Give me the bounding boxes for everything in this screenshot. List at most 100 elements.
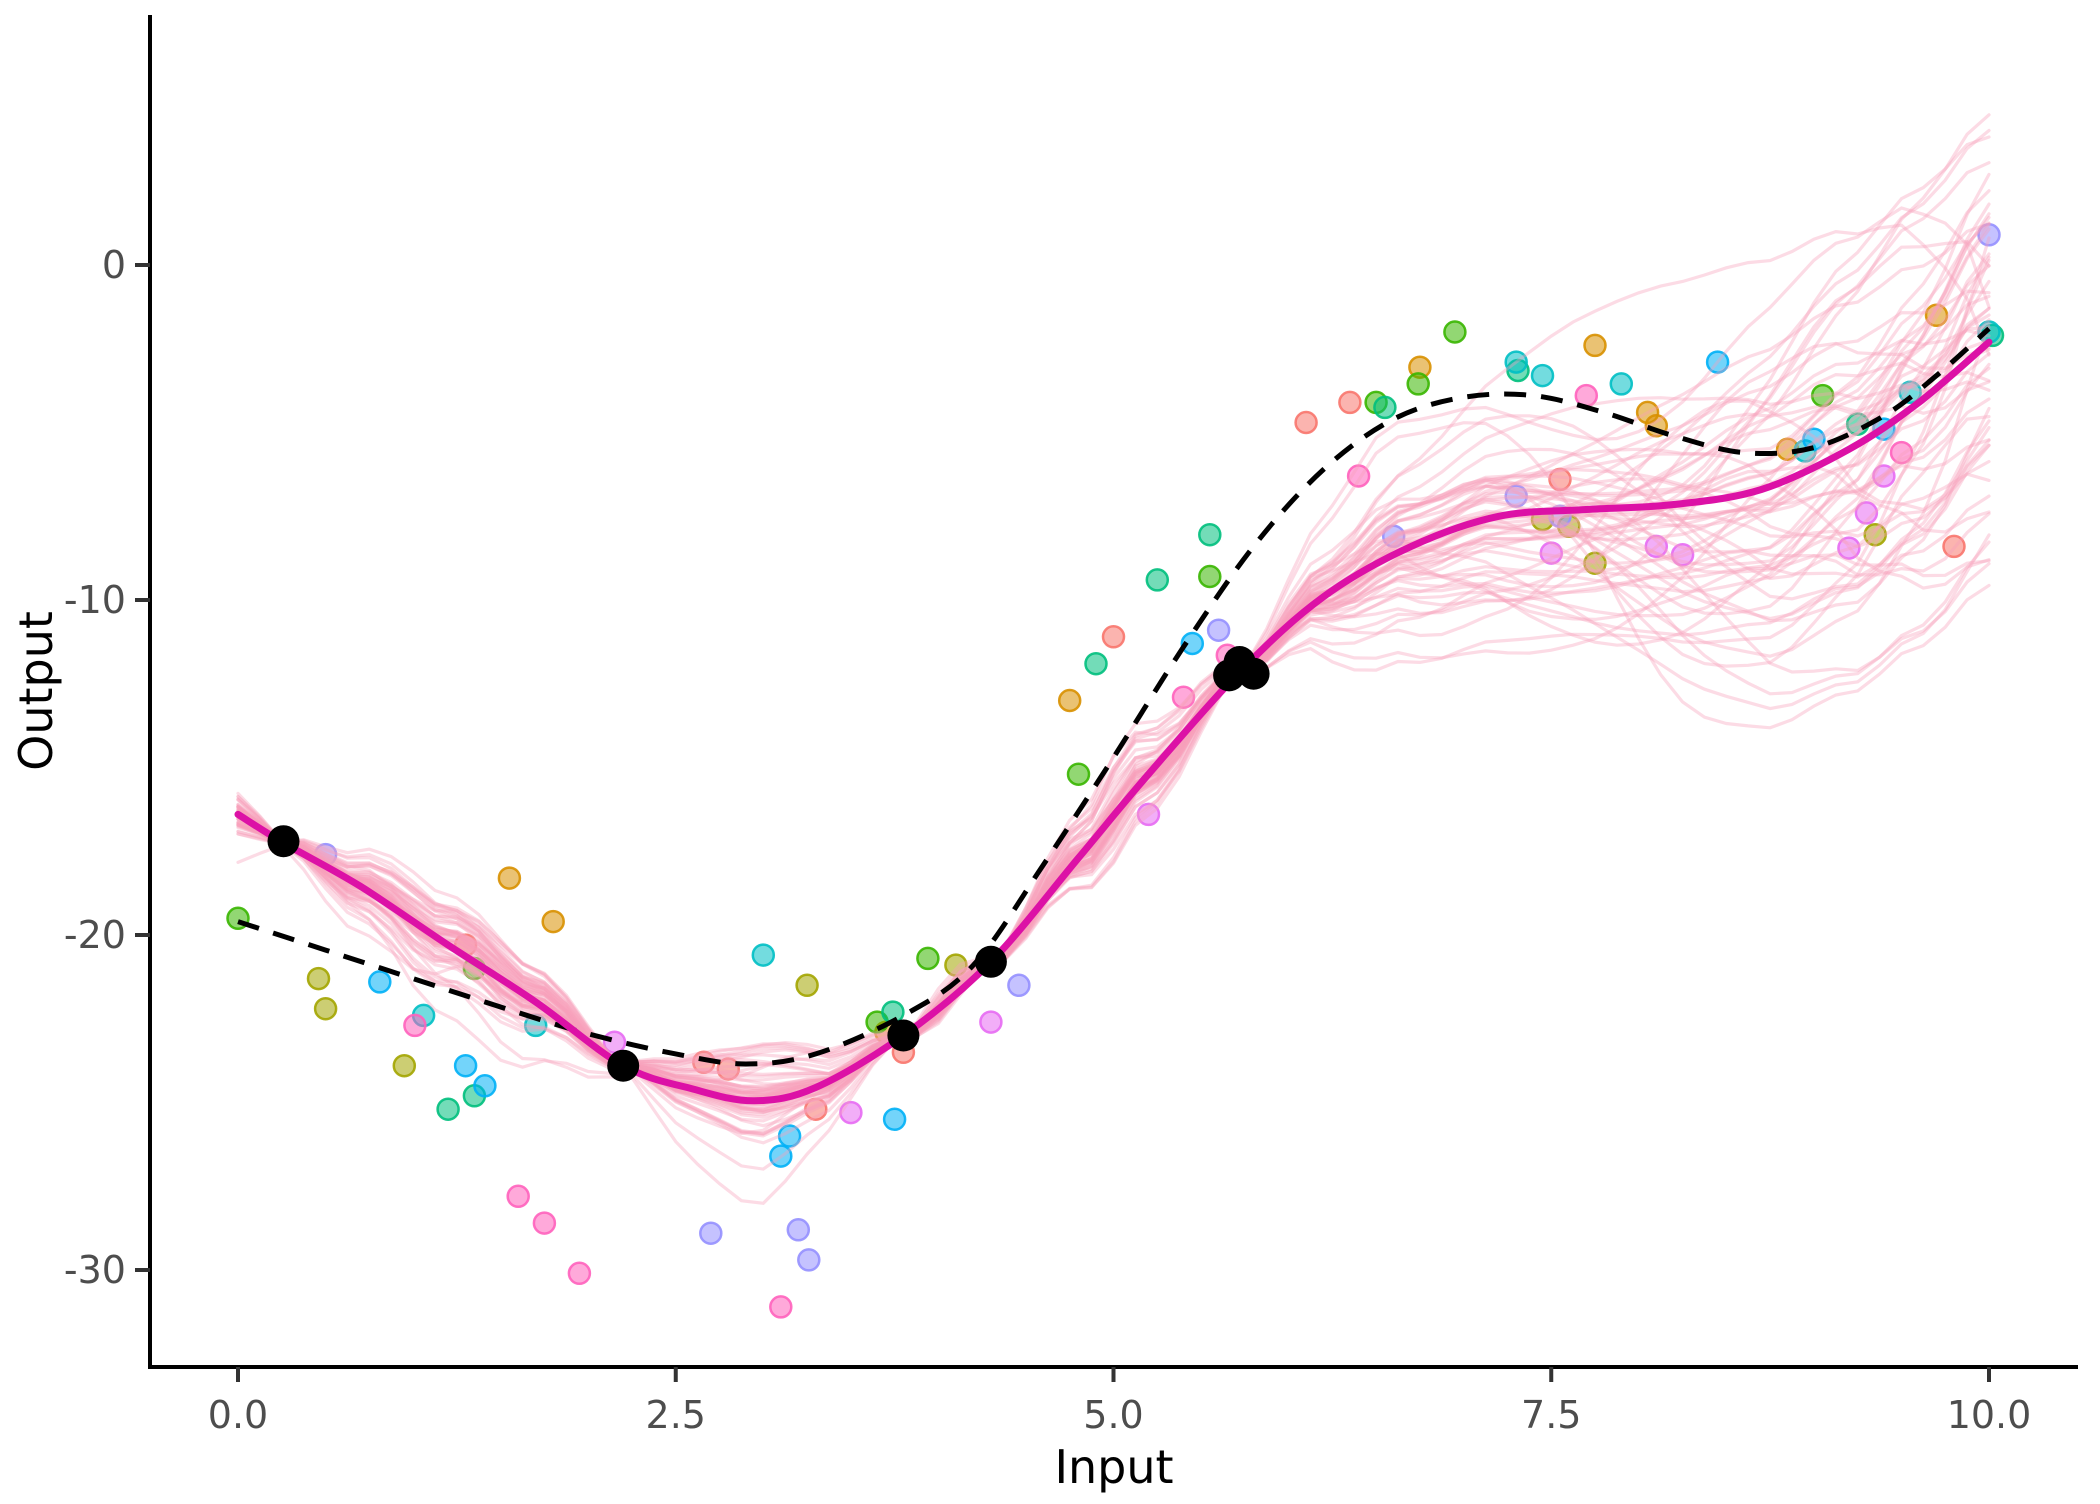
scatter-point-gold — [541, 909, 565, 934]
scatter-point-orchid — [1644, 534, 1669, 559]
posterior-sample-curve — [236, 509, 1991, 1077]
posterior-sample-curve — [236, 438, 1991, 1097]
y-tick-label: -30 — [64, 1248, 126, 1292]
observation-point — [887, 1019, 920, 1052]
scatter-point-periwinkle — [1007, 973, 1031, 998]
posterior-sample-curve — [236, 222, 1991, 1119]
scatter-point-blue — [453, 1053, 478, 1078]
x-tick-label: 5.0 — [1083, 1393, 1143, 1437]
posterior-sample-curve — [236, 255, 1991, 1078]
posterior-sample-curve — [236, 313, 1991, 1107]
scatter-point-periwinkle — [1206, 618, 1231, 642]
scatter-point-olive — [392, 1053, 417, 1078]
posterior-sample-curve — [236, 328, 1991, 1103]
observed-points-layer — [267, 646, 1270, 1082]
observation-point — [267, 825, 300, 858]
posterior-sample-curve — [236, 236, 1991, 1100]
scatter-point-pink — [567, 1261, 592, 1286]
posterior-sample-curve — [236, 443, 1991, 1095]
posterior-sample-curve — [236, 533, 1991, 1076]
x-tick-label: 2.5 — [646, 1393, 706, 1437]
scatter-point-periwinkle — [699, 1221, 723, 1245]
scatter-point-teal — [1609, 372, 1634, 396]
scatter-point-gold — [497, 866, 522, 890]
posterior-sample-curve — [236, 419, 1991, 1092]
scatter-point-green — [1198, 564, 1222, 589]
observation-point — [607, 1049, 640, 1082]
scatter-point-teal — [1530, 363, 1555, 388]
posterior-mean-curve — [234, 338, 1993, 1105]
scatter-point-periwinkle — [1381, 524, 1406, 549]
posterior-sample-curve — [236, 321, 1991, 1087]
scatter-point-pink — [1346, 464, 1371, 488]
scatter-point-orchid — [839, 1100, 863, 1125]
posterior-sample-curve — [236, 464, 1991, 1072]
posterior-sample-curve — [236, 452, 1991, 1101]
posterior-sample-curve — [236, 172, 1991, 1076]
scatter-point-olive — [1583, 551, 1607, 575]
scatter-point-orchid — [1854, 501, 1879, 525]
scatter-point-green — [916, 946, 940, 971]
scatter-point-pink — [769, 1295, 793, 1319]
posterior-sample-curve — [236, 206, 1991, 1205]
observation-point — [1237, 657, 1270, 690]
scatter-point-green — [1810, 383, 1835, 408]
posterior-sample-curve — [236, 512, 1991, 1069]
x-tick-label: 7.5 — [1521, 1393, 1581, 1437]
posterior-sample-curve — [236, 443, 1991, 1088]
posterior-sample-curve — [236, 221, 1991, 1145]
scatter-point-blue — [1705, 350, 1730, 374]
scatter-point-gold — [1583, 333, 1607, 358]
scatter-point-olive — [313, 996, 338, 1021]
scatter-point-periwinkle — [1977, 223, 2001, 247]
scatter-point-green — [1443, 320, 1467, 344]
scatter-point-emerald — [1084, 651, 1108, 676]
scatter-point-pink — [506, 1184, 530, 1209]
x-tick-label: 0.0 — [208, 1393, 268, 1437]
scatter-point-blue — [769, 1144, 793, 1168]
scatter-point-blue — [777, 1124, 802, 1148]
scatter-point-olive — [944, 953, 968, 977]
scatter-point-salmon — [1294, 410, 1318, 435]
y-tick-label: 0 — [102, 243, 126, 287]
scatter-point-orchid — [1872, 464, 1896, 488]
scatter-point-emerald — [436, 1097, 460, 1121]
scatter-point-salmon — [1942, 534, 1966, 559]
scatter-point-pink — [1889, 440, 1914, 465]
posterior-sample-curve — [236, 397, 1991, 1113]
posterior-sample-curve — [236, 258, 1991, 1064]
scatter-point-pink — [403, 1013, 427, 1038]
scatter-point-gold — [1057, 688, 1082, 713]
scatter-point-orchid — [1539, 541, 1564, 565]
scatter-point-teal — [523, 1013, 548, 1038]
y-axis-title: Output — [9, 611, 63, 771]
scatter-point-salmon — [716, 1057, 741, 1081]
x-tick-label: 10.0 — [1947, 1393, 2032, 1437]
scatter-point-green — [1406, 372, 1430, 396]
posterior-sample-curve — [236, 252, 1991, 1103]
scatter-point-pink — [1171, 685, 1196, 709]
posterior-sample-curve — [236, 215, 1991, 1111]
posterior-sample-curve — [236, 406, 1991, 1097]
true-function-curve — [237, 326, 1991, 1067]
posterior-sample-curve — [236, 459, 1991, 1106]
posterior-sample-curve — [236, 380, 1991, 1099]
scatter-point-olive — [306, 966, 331, 991]
scatter-point-blue — [473, 1074, 497, 1098]
true-function-layer — [237, 326, 1991, 1067]
posterior-sample-curve — [236, 362, 1991, 1082]
scatter-point-orchid — [1670, 543, 1695, 567]
scatter-point-periwinkle — [1504, 484, 1528, 508]
scatter-point-periwinkle — [786, 1218, 811, 1242]
scatter-point-blue — [1180, 631, 1205, 656]
scatter-point-teal — [1898, 380, 1922, 405]
posterior-sample-curve — [236, 361, 1991, 1105]
posterior-sample-curve — [236, 222, 1991, 1065]
scatter-point-blue — [368, 970, 392, 994]
scatter-point-teal — [1504, 350, 1528, 374]
posterior-sample-curve — [236, 415, 1991, 1103]
scatter-point-periwinkle — [797, 1248, 821, 1272]
posterior-sample-curve — [236, 366, 1991, 1103]
